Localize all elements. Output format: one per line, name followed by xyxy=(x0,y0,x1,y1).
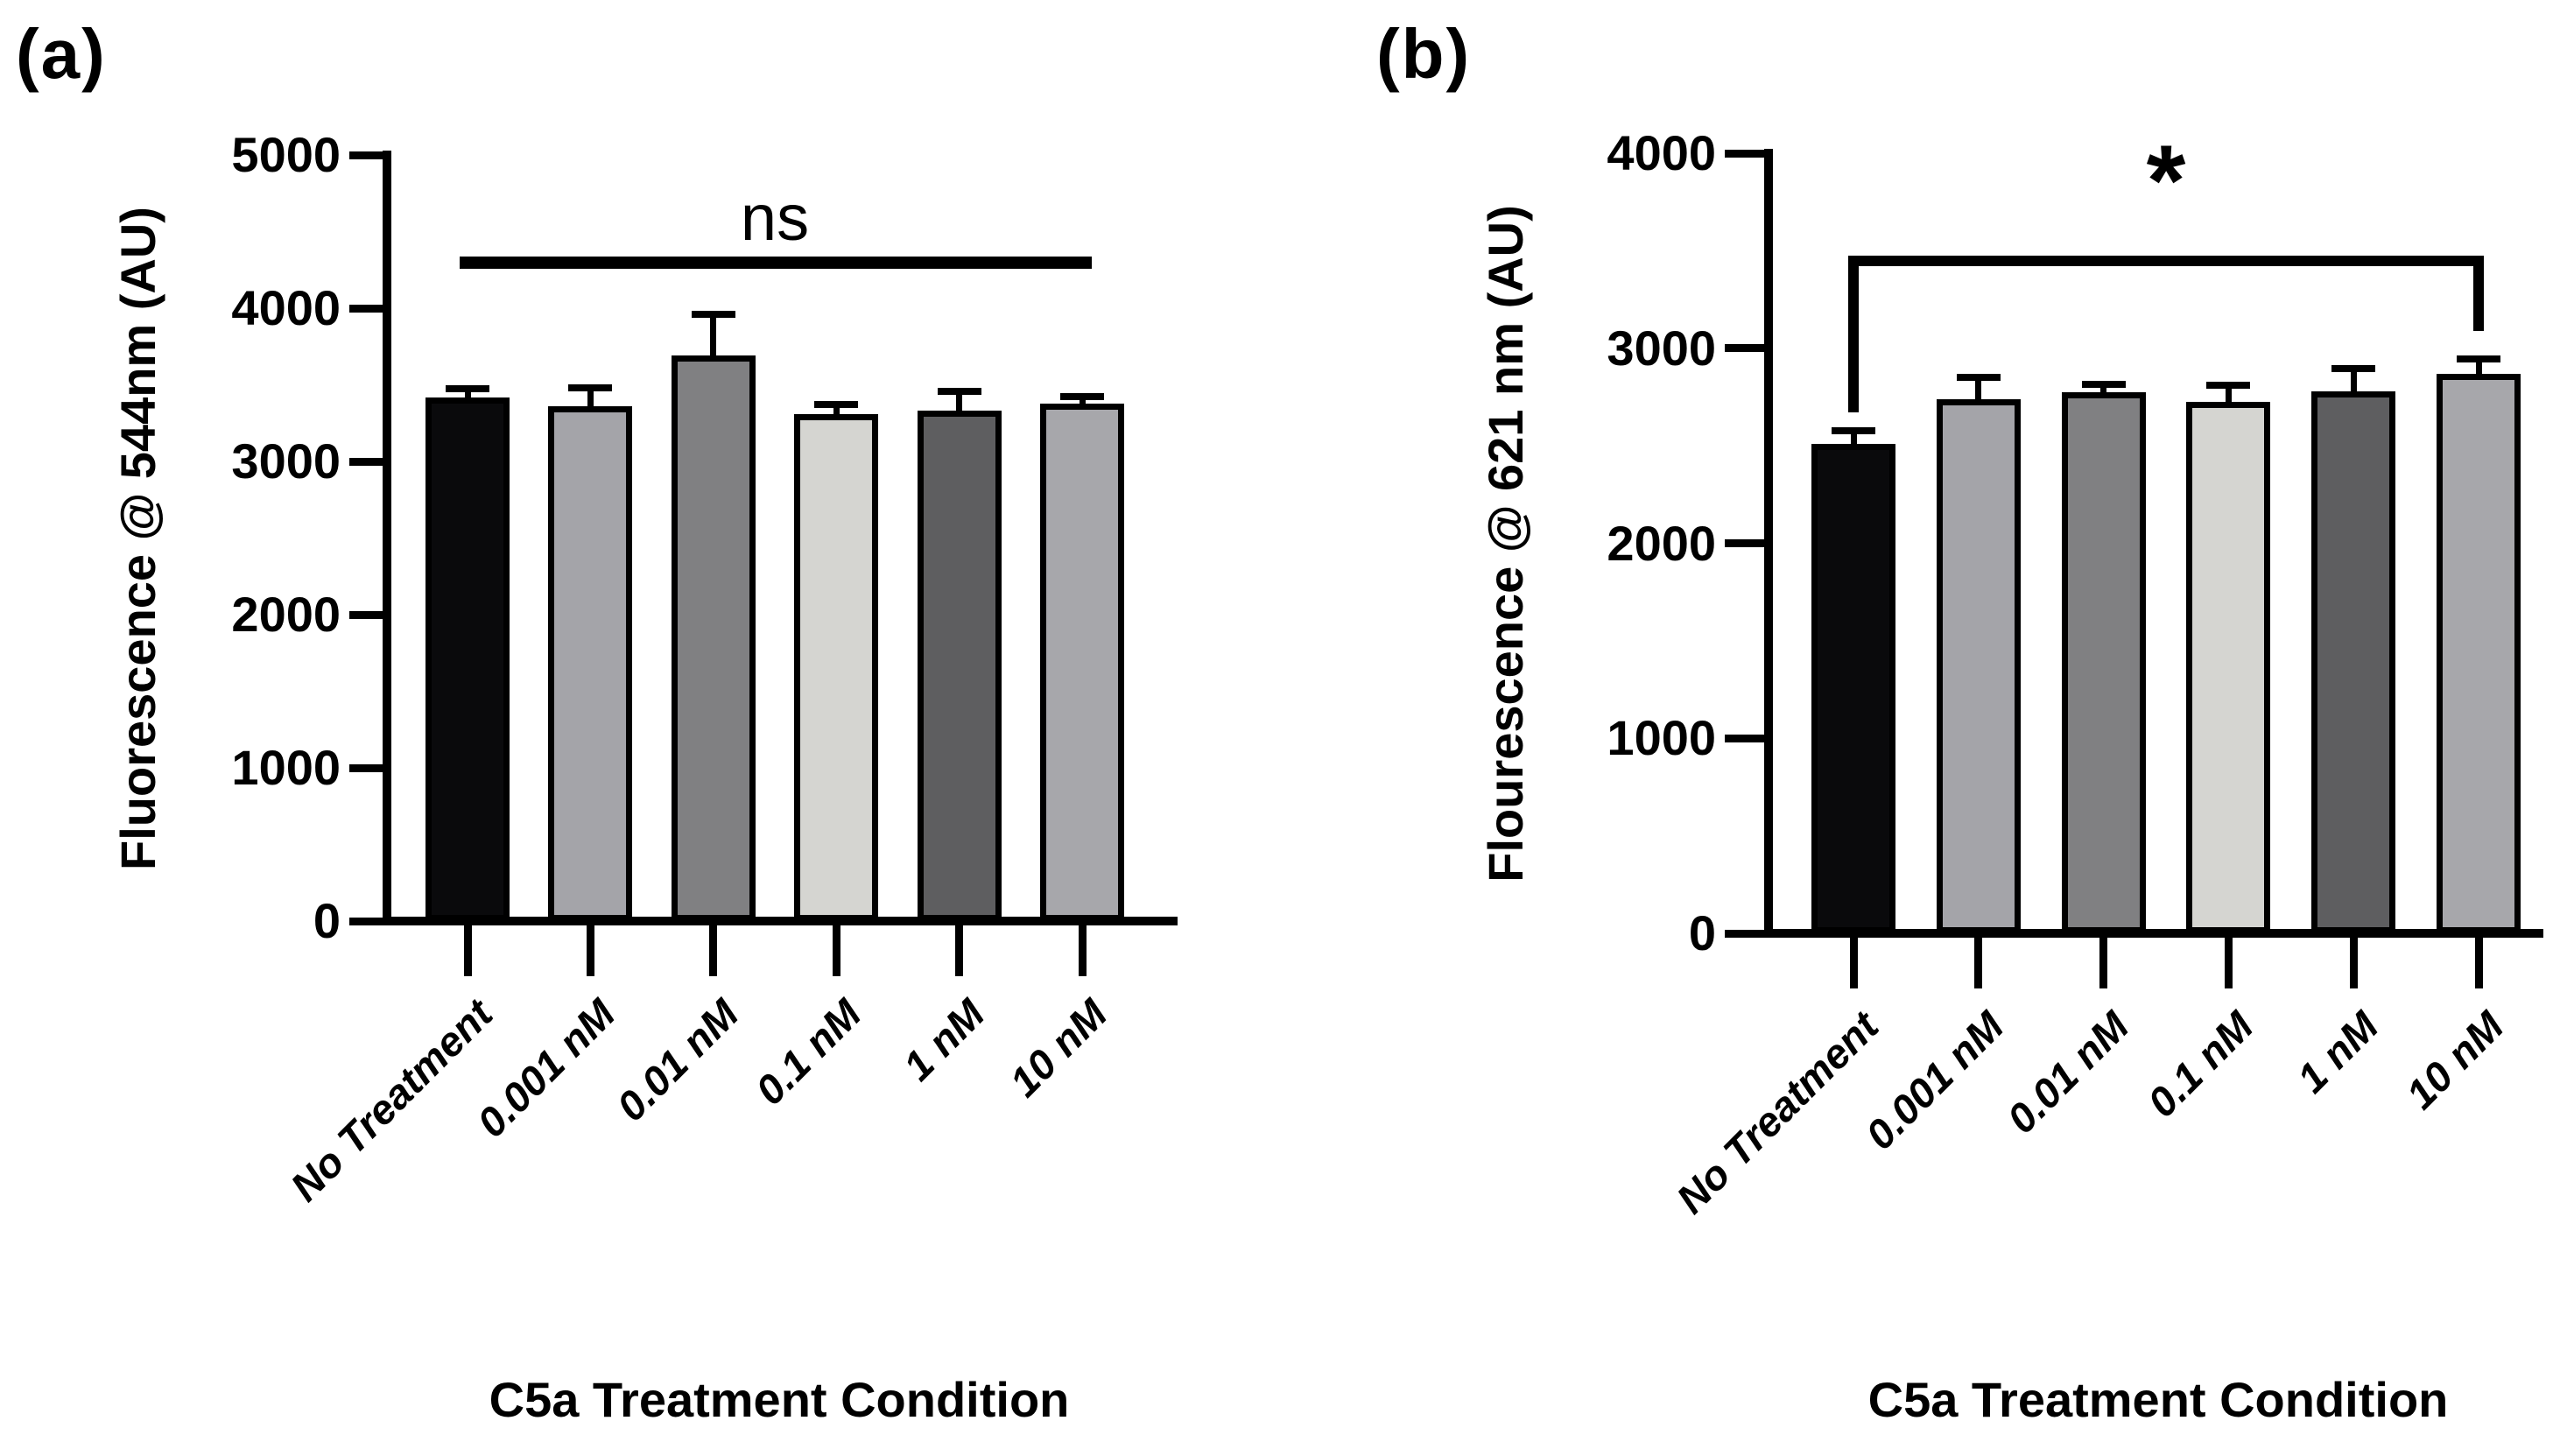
panel-b-y-tick-4000 xyxy=(1725,149,1764,158)
panel-a-error-bar-cap-0-1-nm xyxy=(814,401,859,409)
panel-a-x-tick-0-01-nm xyxy=(709,925,718,976)
panel-a-error-bar-cap-0-001-nm xyxy=(568,384,613,391)
panel-b-error-bar-cap-0-1-nm xyxy=(2206,382,2251,390)
panel-a-y-tick-2000 xyxy=(349,610,383,619)
panel-a-bar-0-1-nm xyxy=(794,413,879,921)
panel-a-error-bar-cap-0-01-nm xyxy=(691,311,735,318)
panel-a-bar-10-nm xyxy=(1040,403,1124,921)
panel-b-error-bar-cap-10-nm xyxy=(2457,355,2500,362)
panel-b-error-bar-cap-no-treatment xyxy=(1832,427,1875,435)
panel-a-error-bar-stem-0-01-nm xyxy=(710,314,717,374)
panel-b-y-tick-label-3000: 3000 xyxy=(1607,320,1716,376)
panel-b-error-bar-stem-1-nm xyxy=(2350,369,2357,409)
panel-a-y-tick-3000 xyxy=(349,457,383,466)
panel-a-error-bar-stem-1-nm xyxy=(956,390,963,429)
panel-a-y-tick-0 xyxy=(349,917,383,925)
panel-b-significance-bracket-left xyxy=(1848,255,1859,413)
panel-a-y-tick-label-2000: 2000 xyxy=(231,587,341,642)
panel-b-significance-bracket-right xyxy=(2473,255,2484,331)
panel-a-y-tick-label-5000: 5000 xyxy=(231,127,341,182)
panel-b-y-tick-0 xyxy=(1725,929,1764,938)
panel-a-significance-label: ns xyxy=(740,180,810,254)
panel-a-y-tick-1000 xyxy=(349,763,383,772)
panel-b-bar-10-nm xyxy=(2437,373,2521,933)
panel-a-y-tick-label-0: 0 xyxy=(313,893,341,948)
panel-a-bar-1-nm xyxy=(917,411,1002,921)
panel-a-y-tick-5000 xyxy=(349,151,383,159)
panel-b-bar-0-1-nm xyxy=(2186,402,2271,933)
panel-a-y-axis-title: Fluorescence @ 544nm (AU) xyxy=(110,207,165,870)
panel-b-y-tick-1000 xyxy=(1725,734,1764,742)
panel-b-x-tick-no-treatment xyxy=(1849,938,1858,988)
panel-b-significance-bracket-top xyxy=(1848,255,2484,266)
panel-b-x-axis-title: C5a Treatment Condition xyxy=(1867,1372,2449,1427)
panel-b-bar-0-01-nm xyxy=(2061,391,2146,933)
panel-a-y-tick-4000 xyxy=(349,304,383,313)
panel-b-y-axis-spine xyxy=(1764,149,1773,938)
panel-a-y-tick-label-3000: 3000 xyxy=(231,433,341,489)
panel-a-significance-line xyxy=(460,256,1092,269)
panel-b-error-bar-cap-0-01-nm xyxy=(2081,380,2126,388)
panel-a-y-tick-label-4000: 4000 xyxy=(231,280,341,335)
panel-b-significance-label: * xyxy=(2146,124,2186,237)
panel-a-y-tick-label-1000: 1000 xyxy=(231,740,341,795)
panel-a-x-tick-10-nm xyxy=(1078,925,1087,976)
panel-b-y-tick-label-2000: 2000 xyxy=(1607,515,1716,571)
panel-a-x-axis-title: C5a Treatment Condition xyxy=(489,1372,1070,1427)
panel-b-bar-no-treatment xyxy=(1811,443,1895,933)
panel-b-y-tick-label-0: 0 xyxy=(1688,905,1716,960)
panel-b-x-tick-0-001-nm xyxy=(1974,938,1983,988)
panel-b-label: (b) xyxy=(1376,15,1472,93)
panel-b-bar-0-001-nm xyxy=(1936,398,2021,933)
panel-b-y-tick-2000 xyxy=(1725,539,1764,547)
panel-a-error-bar-stem-0-001-nm xyxy=(587,388,594,424)
panel-a-x-tick-1-nm xyxy=(955,925,964,976)
panel-b-error-bar-cap-1-nm xyxy=(2331,365,2376,373)
panel-b-error-bar-stem-0-001-nm xyxy=(1975,377,1982,417)
panel-a-y-axis-spine xyxy=(383,151,391,925)
panel-b-x-axis-line xyxy=(1764,929,2543,938)
panel-b-y-tick-3000 xyxy=(1725,344,1764,353)
panel-b-error-bar-cap-0-001-nm xyxy=(1956,374,2001,382)
panel-b-bar-1-nm xyxy=(2311,390,2396,933)
panel-a-error-bar-cap-1-nm xyxy=(937,387,981,395)
panel-a-bar-0-001-nm xyxy=(548,406,633,921)
panel-a-x-tick-0-001-nm xyxy=(586,925,594,976)
panel-a-x-axis-line xyxy=(383,917,1178,925)
panel-b-y-tick-label-1000: 1000 xyxy=(1607,710,1716,766)
panel-b-x-tick-0-01-nm xyxy=(2099,938,2108,988)
panel-a-x-tick-no-treatment xyxy=(463,925,472,976)
panel-b-x-tick-1-nm xyxy=(2349,938,2358,988)
panel-a-bar-0-01-nm xyxy=(671,355,756,921)
panel-a-error-bar-cap-no-treatment xyxy=(446,384,489,392)
panel-a-error-bar-cap-10-nm xyxy=(1060,392,1104,400)
panel-b-x-tick-10-nm xyxy=(2474,938,2483,988)
panel-b-y-tick-label-4000: 4000 xyxy=(1607,125,1716,180)
panel-a-bar-no-treatment xyxy=(425,397,510,921)
panel-b-x-tick-0-1-nm xyxy=(2224,938,2233,988)
panel-a-label: (a) xyxy=(16,15,107,93)
panel-a-x-tick-0-1-nm xyxy=(832,925,840,976)
panel-b-y-axis-title: Flourescence @ 621 nm (AU) xyxy=(1478,205,1533,883)
